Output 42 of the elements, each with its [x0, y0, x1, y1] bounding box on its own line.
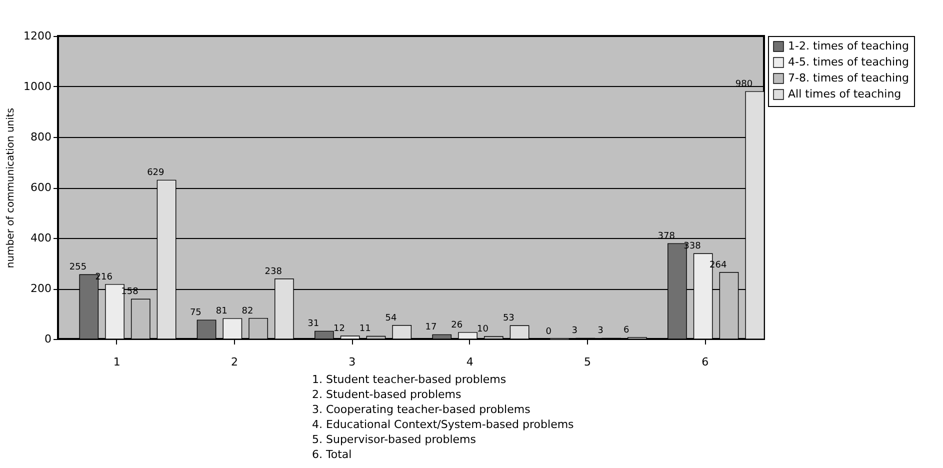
data-label: 26 — [451, 320, 463, 330]
legend-label: All times of teaching — [788, 88, 902, 100]
data-label: 31 — [308, 319, 320, 330]
x-tick-label: 3 — [348, 356, 356, 368]
x-tick-label: 4 — [466, 356, 474, 368]
data-label: 238 — [264, 266, 282, 277]
data-label: 0 — [546, 327, 552, 337]
legend-label: 7-8. times of teaching — [788, 72, 909, 84]
text: 1. Student teacher-based problems — [312, 372, 508, 387]
data-label: 75 — [190, 308, 202, 318]
y-tick-label: 0 — [44, 332, 52, 346]
data-label: 81 — [216, 306, 228, 317]
data-label: 10 — [477, 324, 489, 334]
y-tick-label: 1200 — [24, 30, 52, 42]
data-label: 11 — [359, 324, 371, 334]
data-label: 629 — [147, 168, 165, 178]
data-label: 12 — [333, 324, 345, 334]
legend-label: 1-2. times of teaching — [788, 40, 909, 52]
data-label: 82 — [242, 306, 254, 316]
y-tick-label: 800 — [30, 130, 52, 144]
data-label: 17 — [425, 322, 437, 333]
x-tick-label: 5 — [584, 356, 591, 368]
data-label: 53 — [502, 314, 514, 324]
text: 5. Supervisor-based problems — [312, 432, 477, 447]
text: 4. Educational Context/System-based problems — [312, 417, 574, 432]
y-axis-title: number of communication units — [6, 108, 17, 268]
text: 2. Student-based problems — [312, 387, 462, 402]
text: 3. Cooperating teacher-based problems — [312, 402, 532, 417]
data-label: 3 — [598, 326, 604, 336]
data-label: 3 — [572, 326, 578, 336]
y-tick-label: 1000 — [24, 80, 52, 93]
data-label: 54 — [385, 313, 397, 324]
y-tick-label: 400 — [30, 232, 52, 244]
x-tick-label: 6 — [702, 356, 709, 368]
data-label: 255 — [69, 262, 87, 273]
x-tick-label: 2 — [231, 356, 238, 368]
text: 6. Total — [312, 447, 353, 462]
y-tick-label: 600 — [30, 181, 52, 194]
data-label: 6 — [623, 325, 630, 336]
y-tick-label: 200 — [30, 282, 52, 295]
x-tick-label: 1 — [113, 356, 120, 368]
legend-label: 4-5. times of teaching — [788, 56, 909, 68]
